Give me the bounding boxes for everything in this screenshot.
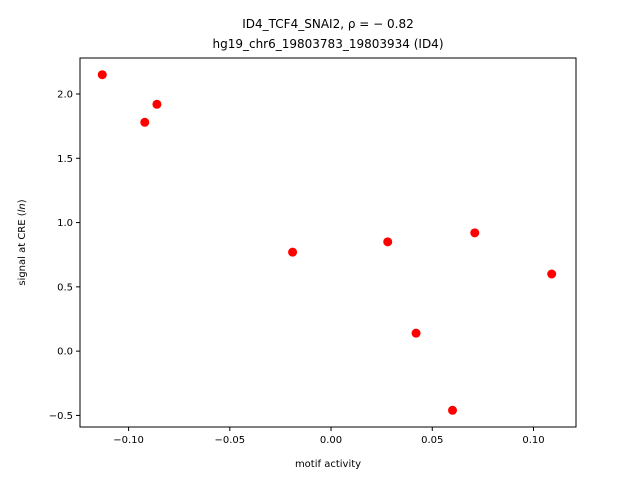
y-tick-label: 0.5	[57, 282, 73, 293]
x-tick-label: 0.10	[522, 435, 544, 446]
data-point	[547, 269, 557, 279]
x-tick-label: −0.10	[113, 435, 144, 446]
axes-frame	[79, 57, 577, 428]
y-tick-label: 1.0	[57, 218, 73, 229]
plot-area: −0.10 −0.05 0.00 0.05 0.10 −0.5 0.0 0.5 1.0 1.5 2.…	[49, 70, 557, 446]
y-tick-label: 0.0	[57, 347, 73, 358]
data-point	[383, 237, 393, 247]
y-tick-label: 2.0	[57, 90, 73, 101]
data-point	[470, 228, 480, 238]
y-tick-label: −0.5	[49, 411, 73, 422]
data-point	[411, 328, 421, 338]
data-point	[97, 70, 107, 80]
data-point	[288, 247, 298, 257]
x-tick-label: 0.05	[421, 435, 443, 446]
chart-title-line1: ID4_TCF4_SNAI2, ρ = − 0.82	[242, 17, 413, 31]
chart-title-line2: hg19_chr6_19803783_19803934 (ID4)	[212, 37, 443, 51]
data-point	[140, 117, 150, 127]
x-tick-label: −0.05	[214, 435, 245, 446]
x-tick-label: 0.00	[320, 435, 342, 446]
data-point	[152, 99, 162, 109]
y-axis-label: signal at CRE (ln)	[17, 199, 28, 285]
data-point	[448, 405, 458, 415]
y-tick-label: 1.5	[57, 154, 73, 165]
x-axis-label: motif activity	[295, 459, 361, 470]
